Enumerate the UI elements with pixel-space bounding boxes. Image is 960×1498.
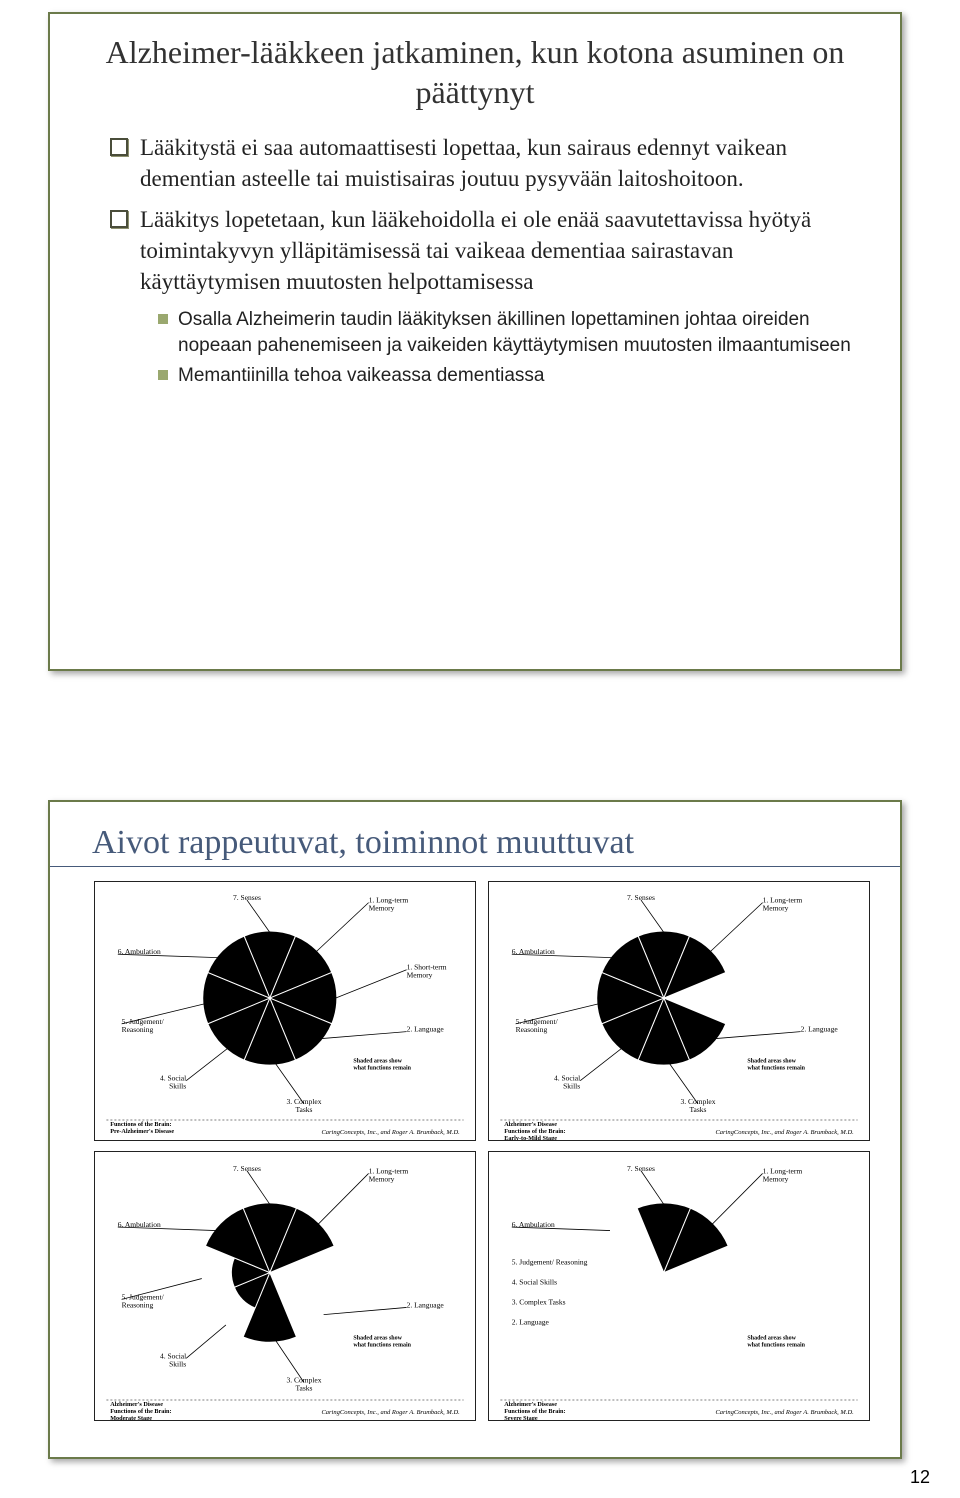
svg-text:Memory: Memory: [763, 904, 789, 913]
svg-text:CaringConcepts, Inc., and Roge: CaringConcepts, Inc., and Roger A. Brumb…: [715, 1409, 854, 1416]
svg-text:Early-to-Mild Stage: Early-to-Mild Stage: [504, 1135, 557, 1140]
svg-text:CaringConcepts, Inc., and Roge: CaringConcepts, Inc., and Roger A. Brumb…: [321, 1129, 460, 1136]
page: Alzheimer-lääkkeen jatkaminen, kun koton…: [0, 0, 960, 1498]
svg-text:2. Language: 2. Language: [512, 1318, 550, 1327]
svg-text:2. Language: 2. Language: [801, 1025, 839, 1034]
svg-text:Shaded areas show: Shaded areas show: [747, 1336, 796, 1342]
slide-2: Aivot rappeutuvat, toiminnot muuttuvat 7…: [48, 800, 902, 1459]
svg-text:what functions remain: what functions remain: [353, 1343, 411, 1349]
bullet-box-icon: [110, 138, 128, 156]
bullet-2: Lääkitys lopetetaan, kun lääkehoidolla e…: [110, 204, 860, 297]
svg-text:Moderate Stage: Moderate Stage: [110, 1415, 152, 1420]
bullet-text: Lääkitystä ei saa automaattisesti lopett…: [140, 132, 860, 194]
svg-text:Tasks: Tasks: [690, 1105, 707, 1114]
slide-1-title: Alzheimer-lääkkeen jatkaminen, kun koton…: [50, 14, 900, 122]
svg-text:Alzheimer's Disease: Alzheimer's Disease: [504, 1121, 557, 1128]
pie-panel: 7. Senses1. Long-termMemory6. Ambulation…: [488, 1151, 870, 1421]
sub-square-icon: [158, 370, 168, 380]
slide-2-title: Aivot rappeutuvat, toiminnot muuttuvat: [50, 802, 900, 867]
svg-text:Reasoning: Reasoning: [122, 1300, 154, 1309]
svg-text:6. Ambulation: 6. Ambulation: [118, 947, 161, 956]
svg-text:Memory: Memory: [407, 971, 433, 980]
svg-text:Reasoning: Reasoning: [516, 1025, 548, 1034]
svg-text:what functions remain: what functions remain: [353, 1066, 411, 1072]
svg-text:Functions of the Brain:: Functions of the Brain:: [110, 1121, 171, 1128]
svg-text:Alzheimer's Disease: Alzheimer's Disease: [110, 1401, 163, 1408]
svg-text:CaringConcepts, Inc., and Roge: CaringConcepts, Inc., and Roger A. Brumb…: [715, 1129, 854, 1136]
svg-text:Skills: Skills: [169, 1082, 186, 1091]
svg-text:Functions of the Brain:: Functions of the Brain:: [504, 1408, 565, 1415]
svg-text:Functions of the Brain:: Functions of the Brain:: [504, 1128, 565, 1135]
svg-text:Memory: Memory: [369, 904, 395, 913]
pie-panel: 7. Senses1. Long-termMemory1. Short-term…: [94, 881, 476, 1141]
sub-bullet-2: Memantiinilla tehoa vaikeassa dementiass…: [158, 363, 860, 389]
svg-text:CaringConcepts, Inc., and Roge: CaringConcepts, Inc., and Roger A. Brumb…: [321, 1409, 460, 1416]
sub-text: Osalla Alzheimerin taudin lääkityksen äk…: [178, 307, 860, 358]
svg-text:Shaded areas show: Shaded areas show: [353, 1336, 402, 1342]
svg-text:7. Senses: 7. Senses: [627, 893, 655, 902]
svg-text:Alzheimer's Disease: Alzheimer's Disease: [504, 1401, 557, 1408]
svg-text:Pre-Alzheimer's Disease: Pre-Alzheimer's Disease: [110, 1128, 174, 1135]
svg-text:what functions remain: what functions remain: [747, 1066, 805, 1072]
pie-panel: 7. Senses1. Long-termMemory2. Language3.…: [94, 1151, 476, 1421]
svg-text:Severe Stage: Severe Stage: [504, 1415, 538, 1420]
bullet-box-icon: [110, 210, 128, 228]
svg-text:2. Language: 2. Language: [407, 1300, 445, 1309]
svg-text:7. Senses: 7. Senses: [627, 1164, 655, 1173]
svg-text:Shaded areas show: Shaded areas show: [353, 1059, 402, 1065]
svg-text:3. Complex Tasks: 3. Complex Tasks: [512, 1298, 566, 1307]
page-number: 12: [910, 1467, 930, 1488]
svg-text:Functions of the Brain:: Functions of the Brain:: [110, 1408, 171, 1415]
svg-text:Memory: Memory: [763, 1174, 789, 1183]
slide-1: Alzheimer-lääkkeen jatkaminen, kun koton…: [48, 12, 902, 671]
pie-charts-grid: 7. Senses1. Long-termMemory1. Short-term…: [50, 881, 900, 1441]
sub-bullet-1: Osalla Alzheimerin taudin lääkityksen äk…: [158, 307, 860, 358]
sub-square-icon: [158, 314, 168, 324]
pie-panel: 7. Senses1. Long-termMemory2. Language3.…: [488, 881, 870, 1141]
svg-text:5. Judgement/ Reasoning: 5. Judgement/ Reasoning: [512, 1258, 588, 1267]
sub-text: Memantiinilla tehoa vaikeassa dementiass…: [178, 363, 544, 389]
svg-text:7. Senses: 7. Senses: [233, 1164, 261, 1173]
svg-text:Tasks: Tasks: [296, 1105, 313, 1114]
bullet-1: Lääkitystä ei saa automaattisesti lopett…: [110, 132, 860, 194]
svg-text:6. Ambulation: 6. Ambulation: [512, 947, 555, 956]
svg-text:Memory: Memory: [369, 1174, 395, 1183]
svg-text:Skills: Skills: [563, 1082, 580, 1091]
svg-text:6. Ambulation: 6. Ambulation: [118, 1220, 161, 1229]
svg-text:Reasoning: Reasoning: [122, 1025, 154, 1034]
svg-text:what functions remain: what functions remain: [747, 1343, 805, 1349]
svg-text:6. Ambulation: 6. Ambulation: [512, 1220, 555, 1229]
svg-text:Skills: Skills: [169, 1359, 186, 1368]
slide-1-body: Lääkitystä ei saa automaattisesti lopett…: [50, 122, 900, 388]
svg-text:7. Senses: 7. Senses: [233, 893, 261, 902]
svg-text:4. Social Skills: 4. Social Skills: [512, 1278, 557, 1287]
svg-text:2. Language: 2. Language: [407, 1025, 445, 1034]
svg-text:Tasks: Tasks: [296, 1383, 313, 1392]
svg-text:Shaded areas show: Shaded areas show: [747, 1059, 796, 1065]
bullet-text: Lääkitys lopetetaan, kun lääkehoidolla e…: [140, 204, 860, 297]
